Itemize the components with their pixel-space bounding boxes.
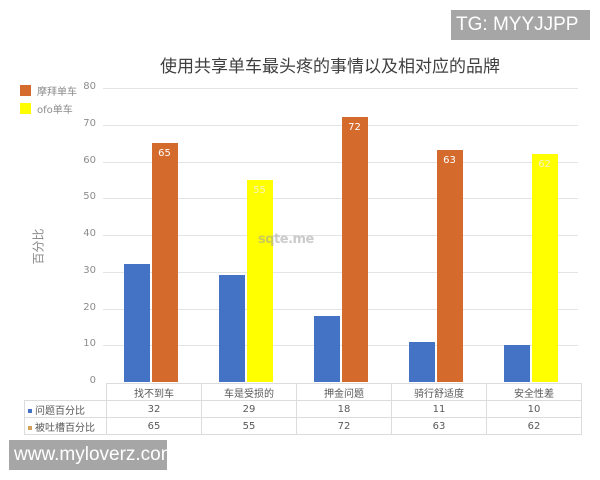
table-corner	[24, 383, 107, 401]
bar-complaint-percent	[531, 154, 558, 382]
gridline	[103, 124, 578, 126]
gridline	[103, 308, 578, 310]
y-tick-label: 70	[83, 117, 96, 129]
y-tick-label: 40	[83, 228, 96, 239]
table-category-header: 安全性差	[486, 383, 582, 401]
image-watermark: sqte.me	[258, 232, 314, 247]
row-label: 问题百分比	[35, 405, 85, 417]
website-watermark-badge: www.myloverz.com	[9, 440, 177, 470]
y-tick-label: 0	[89, 375, 96, 386]
gridline	[103, 161, 578, 163]
legend-swatch-icon	[20, 85, 31, 96]
bar-problem-percent	[123, 264, 150, 382]
table-category-header: 押金问题	[296, 383, 392, 401]
bar-problem-percent	[313, 315, 340, 382]
table-category-header: 骑行舒适度	[391, 383, 487, 401]
data-table: 找不到车 车是受损的 押金问题 骑行舒适度 安全性差 问题百分比 32 29 1…	[24, 383, 582, 435]
table-row: 问题百分比 32 29 18 11 10	[24, 400, 582, 418]
y-axis-label: 百分比	[31, 228, 46, 265]
table-cell: 11	[391, 400, 487, 418]
tg-watermark-badge: TG: MYYJJPP	[451, 10, 590, 40]
bar-complaint-percent	[151, 143, 178, 382]
gridline	[103, 235, 578, 236]
y-tick-label: 80	[83, 81, 96, 92]
bar-problem-percent	[408, 341, 435, 382]
legend-label: ofo单车	[37, 105, 73, 116]
y-tick-label: 30	[83, 264, 96, 276]
table-cell: 65	[106, 417, 202, 435]
y-tick-label: 50	[83, 191, 96, 203]
table-row: 被吐槽百分比 65 55 72 63 62	[24, 417, 582, 435]
bar-complaint-percent	[246, 179, 273, 382]
gridline	[103, 88, 578, 89]
gridline	[103, 271, 578, 273]
gridline	[103, 198, 578, 200]
legend-item-mobike: 摩拜单车	[20, 83, 77, 98]
bar-complaint-percent	[341, 117, 368, 382]
series-marker-icon	[28, 408, 32, 413]
table-cell: 10	[486, 400, 582, 418]
bar-data-label: 62	[538, 159, 551, 171]
legend-label: 摩拜单车	[37, 87, 77, 98]
y-tick-label: 10	[83, 338, 96, 350]
legend-item-ofo: ofo单车	[20, 101, 73, 116]
bar-problem-percent	[218, 275, 245, 382]
bar-problem-percent	[503, 345, 530, 382]
row-label: 被吐槽百分比	[35, 422, 95, 434]
legend-swatch-icon	[20, 103, 31, 114]
table-category-header: 车是受损的	[201, 383, 297, 401]
table-cell: 29	[201, 400, 297, 418]
table-category-header: 找不到车	[106, 383, 202, 401]
bar-data-label: 65	[158, 148, 171, 160]
table-cell: 55	[201, 417, 297, 435]
table-cell: 32	[106, 400, 202, 418]
table-cell: 72	[296, 417, 392, 435]
y-tick-label: 20	[83, 301, 96, 313]
bar-complaint-percent	[436, 150, 463, 382]
table-cell: 18	[296, 400, 392, 418]
table-cell: 62	[486, 417, 582, 435]
gridline	[103, 345, 578, 347]
chart-title: 使用共享单车最头疼的事情以及相对应的品牌	[160, 57, 500, 77]
bar-data-label: 72	[348, 122, 361, 134]
y-tick-label: 60	[83, 154, 96, 166]
bar-data-label: 55	[253, 184, 266, 196]
table-row-header: 问题百分比	[24, 400, 107, 418]
table-header-row: 找不到车 车是受损的 押金问题 骑行舒适度 安全性差	[24, 383, 582, 401]
series-marker-icon	[28, 425, 32, 430]
bar-data-label: 63	[443, 155, 456, 167]
table-cell: 63	[391, 417, 487, 435]
table-row-header: 被吐槽百分比	[24, 417, 107, 435]
